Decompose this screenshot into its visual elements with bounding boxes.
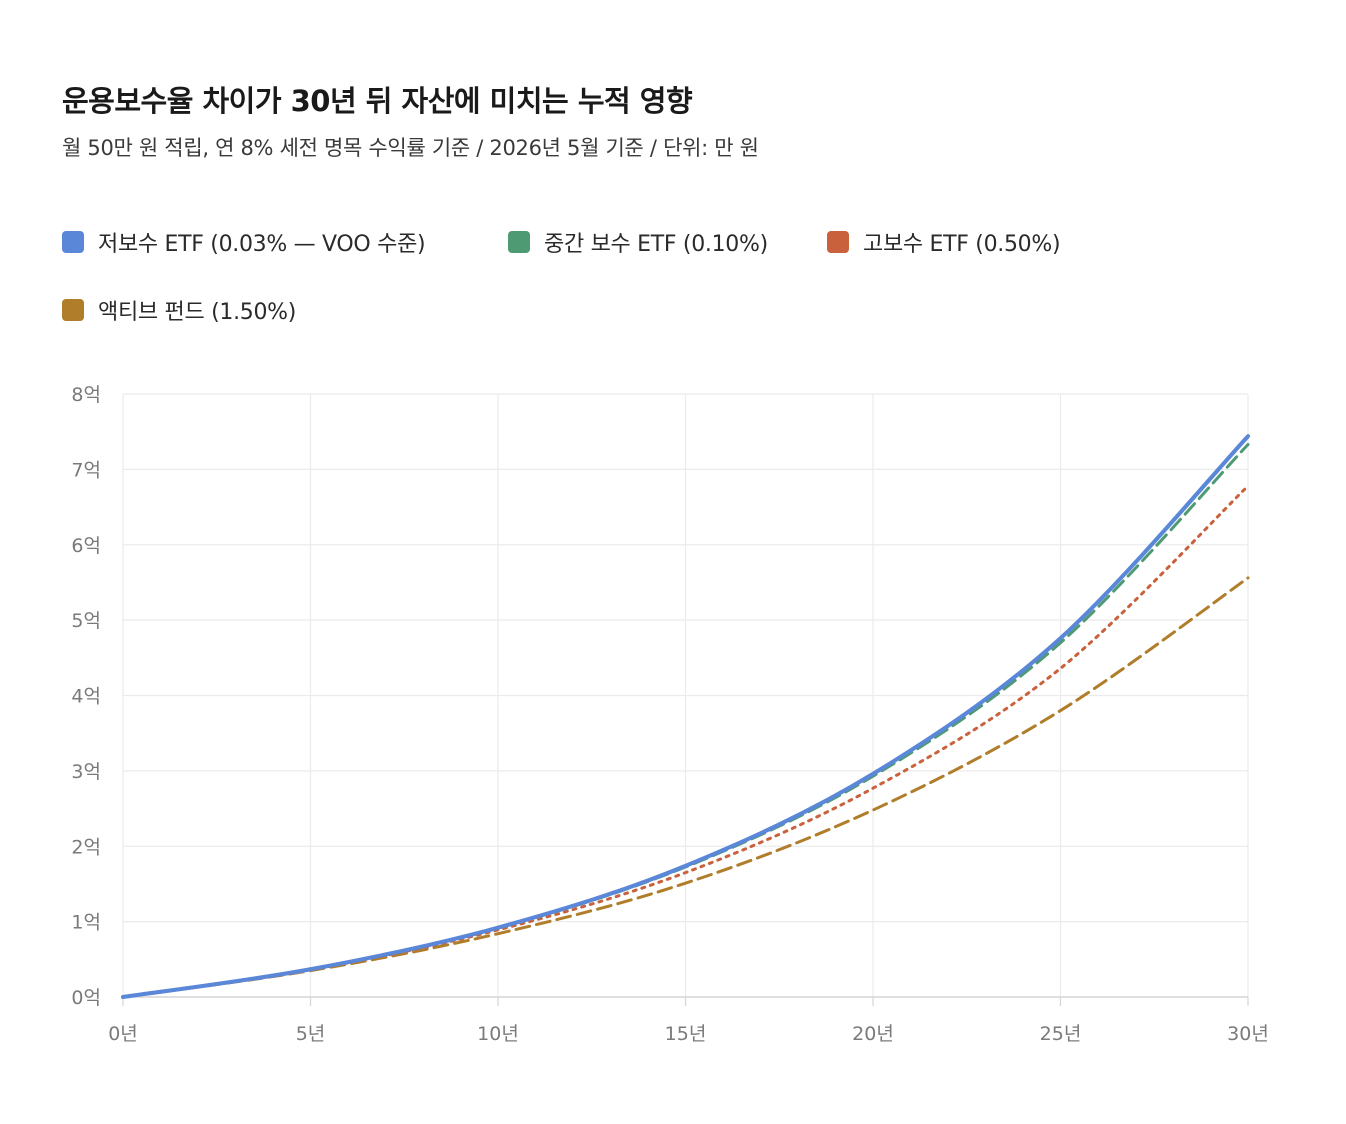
- y-tick-label: 1억: [71, 912, 101, 934]
- legend-swatch-high-fee: [827, 231, 849, 253]
- series-line-low-fee-overlay: [121, 434, 1250, 999]
- chart-subtitle: 월 50만 원 적립, 연 8% 세전 명목 수익률 기준 / 2026년 5월…: [62, 136, 759, 160]
- chart-title: 운용보수율 차이가 30년 뒤 자산에 미치는 누적 영향: [62, 84, 693, 118]
- x-tick-label: 5년: [296, 1023, 326, 1045]
- legend-swatch-active-fund: [62, 299, 84, 321]
- legend-item-low-fee[interactable]: 저보수 ETF (0.03% — VOO 수준): [62, 226, 426, 258]
- x-tick-label: 0년: [108, 1023, 138, 1045]
- y-tick-label: 0억: [71, 987, 101, 1009]
- y-tick-label: 2억: [71, 836, 101, 858]
- y-tick-label: 4억: [71, 686, 101, 708]
- x-tick-label: 15년: [665, 1023, 707, 1045]
- legend-item-mid-fee[interactable]: 중간 보수 ETF (0.10%): [508, 226, 768, 258]
- legend-label-mid-fee: 중간 보수 ETF (0.10%): [544, 232, 768, 257]
- legend-label-high-fee: 고보수 ETF (0.50%): [863, 232, 1061, 257]
- legend-label-active-fund: 액티브 펀드 (1.50%): [98, 300, 297, 325]
- x-tick-label: 25년: [1040, 1023, 1082, 1045]
- x-tick-label: 10년: [477, 1023, 519, 1045]
- x-tick-label: 20년: [852, 1023, 894, 1045]
- y-tick-label: 8억: [71, 384, 101, 406]
- y-tick-label: 7억: [71, 459, 101, 481]
- legend-item-active-fund[interactable]: 액티브 펀드 (1.50%): [62, 294, 296, 326]
- y-tick-label: 5억: [71, 610, 101, 632]
- y-tick-label: 3억: [71, 761, 101, 783]
- legend-swatch-mid-fee: [508, 231, 530, 253]
- x-tick-label: 30년: [1227, 1023, 1269, 1045]
- legend-label-low-fee: 저보수 ETF (0.03% — VOO 수준): [98, 232, 426, 257]
- legend-item-high-fee[interactable]: 고보수 ETF (0.50%): [827, 226, 1061, 258]
- legend-swatch-low-fee: [62, 231, 84, 253]
- y-tick-label: 6억: [71, 535, 101, 557]
